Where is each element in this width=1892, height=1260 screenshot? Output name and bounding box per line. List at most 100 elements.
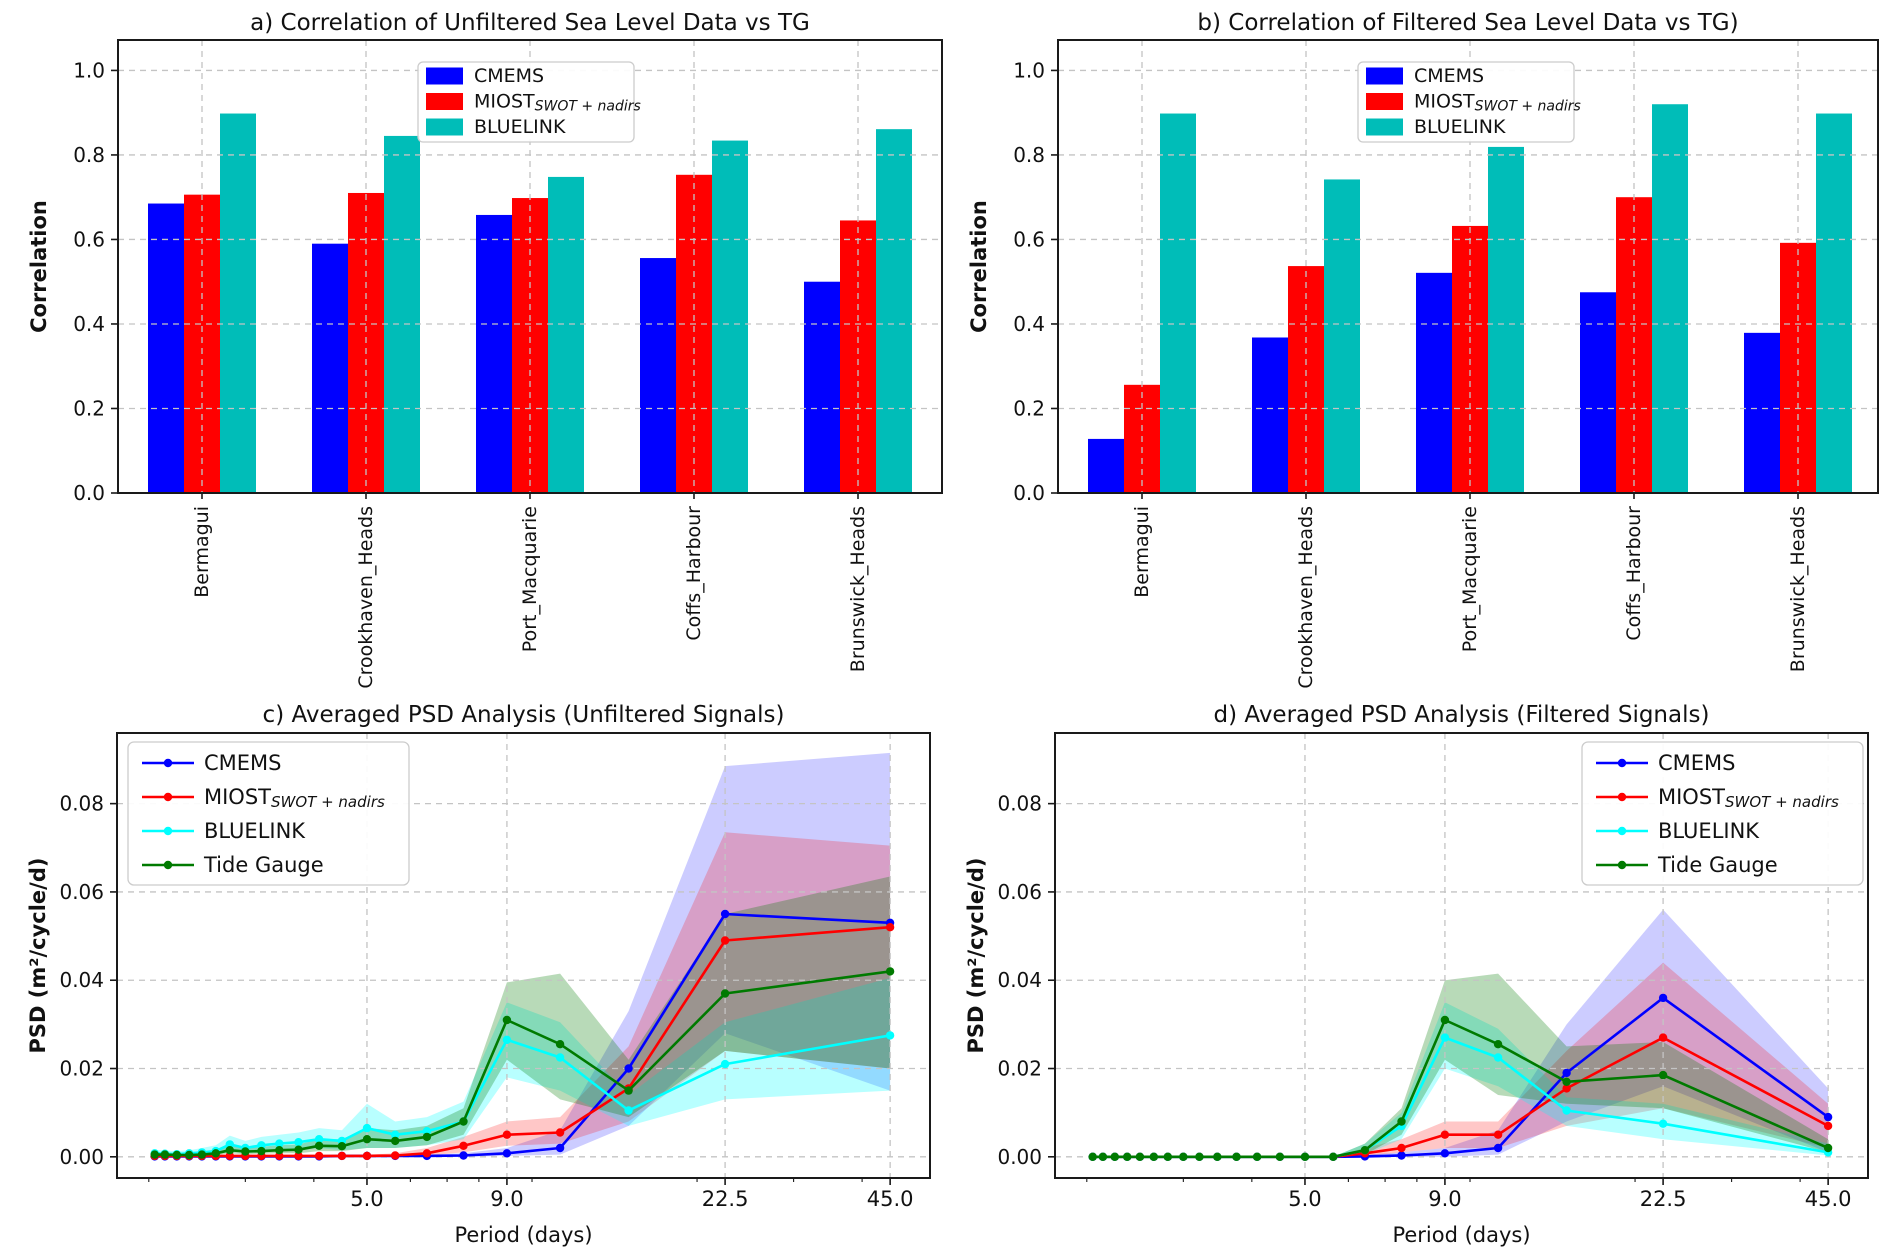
legend-marker-miost (1617, 792, 1627, 802)
legend: CMEMS MIOSTSWOT + nadirs BLUELINK Tide Gaug… (1581, 741, 1864, 886)
chart-b: b) Correlation of Filtered Sea Level Dat… (967, 10, 1879, 689)
marker-tide-gauge (1098, 1152, 1108, 1162)
marker-bluelink (275, 1139, 284, 1148)
marker-tide-gauge (294, 1145, 303, 1154)
legend-label-subscript: SWOT + nadirs (535, 99, 641, 115)
legend-label-bluelink: BLUELINK (204, 819, 306, 843)
bar-bluelink-crookhaven-heads (1324, 179, 1360, 493)
legend-item-cmems: CMEMS (426, 65, 544, 87)
legend-label-main: Tide Gauge (203, 853, 324, 877)
y-tick-label: 0.04 (997, 968, 1042, 992)
marker-tide-gauge (241, 1147, 250, 1156)
chart-d: d) Averaged PSD Analysis (Filtered Signa… (964, 702, 1869, 1247)
bar-cmems-brunswick-heads (1744, 332, 1780, 493)
y-axis-label: Correlation (27, 200, 51, 333)
bar-bluelink-port-macquarie (548, 176, 584, 493)
y-axis-label: PSD (m²/cycle/d) (26, 858, 50, 1054)
chart-c: c) Averaged PSD Analysis (Unfiltered Sig… (26, 702, 931, 1247)
legend-label-main: Tide Gauge (1657, 853, 1778, 877)
line-tide-gauge (1092, 1018, 1829, 1159)
bar-miost-bermagui (184, 194, 220, 494)
ticks (1048, 802, 1829, 1185)
legend-item-bluelink: BLUELINK (426, 116, 566, 138)
legend-label-bluelink: BLUELINK (1414, 116, 1506, 138)
legend-label-main: MIOST (204, 785, 271, 809)
marker-bluelink (225, 1140, 234, 1149)
bar-cmems-port-macquarie (476, 214, 512, 493)
legend-label-subscript: SWOT + nadirs (1725, 793, 1839, 811)
marker-tide-gauge (1823, 1143, 1833, 1153)
bar-bluelink-bermagui (1160, 113, 1196, 493)
chart-title-b: b) Correlation of Filtered Sea Level Dat… (1197, 10, 1738, 36)
marker-bluelink (624, 1106, 633, 1115)
band-cmems (154, 752, 891, 1157)
y-axis-label: PSD (m²/cycle/d) (964, 858, 988, 1054)
x-tick-label: 9.0 (1428, 1187, 1461, 1211)
y-tick-label: 0.6 (73, 227, 105, 251)
band-tide-gauge (154, 876, 891, 1156)
marker-tide-gauge (1163, 1152, 1173, 1162)
bar-miost-brunswick-heads (1780, 242, 1816, 493)
x-tick-label: 22.5 (1640, 1187, 1687, 1211)
band-miost (154, 832, 891, 1157)
y-tick-label: 1.0 (1013, 58, 1045, 82)
bar-bluelink-coffs-harbour (712, 140, 748, 493)
marker-tide-gauge (1562, 1077, 1571, 1087)
marker-miost (362, 1151, 372, 1161)
bar-cmems-bermagui (148, 203, 184, 493)
legend-swatch-cmems (1366, 67, 1403, 85)
x-axis-label: Period (days) (454, 1223, 592, 1247)
legend-label-main: BLUELINK (204, 819, 306, 843)
marker-tide-gauge (624, 1086, 633, 1095)
marker-bluelink (1658, 1119, 1668, 1128)
bar-cmems-brunswick-heads (804, 281, 840, 493)
marker-tide-gauge (211, 1149, 220, 1158)
legend-label-miost: MIOSTSWOT + nadirs (204, 785, 385, 811)
marker-miost (720, 936, 730, 945)
legend-item-miost: MIOSTSWOT + nadirs (1596, 785, 1839, 811)
bar-miost-coffs-harbour (676, 174, 712, 493)
x-tick-label-bermagui: Bermagui (1131, 506, 1153, 598)
legend-item-bluelink: BLUELINK (1366, 116, 1506, 138)
marker-tide-gauge (1232, 1152, 1241, 1162)
marker-miost (459, 1141, 468, 1151)
marker-tide-gauge (160, 1150, 170, 1159)
marker-miost (337, 1151, 347, 1161)
marker-bluelink (885, 1031, 895, 1040)
marker-tide-gauge (362, 1135, 372, 1144)
band-cmems (1092, 909, 1829, 1157)
bar-series-bluelink (220, 113, 912, 493)
legend-item-cmems: CMEMS (142, 751, 282, 775)
legend-label-subscript: SWOT + nadirs (271, 793, 385, 811)
legend-label-cmems: CMEMS (1658, 751, 1736, 775)
axes-frame (116, 732, 931, 1179)
marker-miost (1493, 1130, 1503, 1139)
legend-marker-tide-gauge (163, 860, 173, 870)
y-tick-label: 0.08 (59, 792, 104, 816)
y-axis-label: Correlation (967, 200, 991, 333)
legend-label-miost: MIOSTSWOT + nadirs (1414, 91, 1581, 115)
y-tick-label: 0.02 (997, 1057, 1042, 1081)
marker-tide-gauge (1360, 1146, 1370, 1155)
marker-tide-gauge (1397, 1117, 1406, 1126)
marker-miost (502, 1130, 512, 1139)
legend-label-subscript: SWOT + nadirs (1475, 99, 1581, 115)
marker-tide-gauge (197, 1150, 207, 1159)
legend-label-tide-gauge: Tide Gauge (1657, 853, 1778, 877)
x-tick-label-coffs-harbour: Coffs_Harbour (683, 506, 705, 641)
marker-bluelink (294, 1138, 303, 1147)
marker-tide-gauge (1179, 1152, 1188, 1162)
legend-marker-cmems (1617, 758, 1627, 768)
y-tick-label: 0.8 (73, 143, 105, 167)
legend-marker-bluelink (163, 826, 173, 836)
marker-tide-gauge (1300, 1152, 1310, 1162)
bar-series-cmems (148, 203, 840, 493)
marker-tide-gauge (150, 1150, 159, 1159)
legend-item-miost: MIOSTSWOT + nadirs (426, 91, 641, 115)
marker-bluelink (257, 1141, 266, 1150)
marker-tide-gauge (555, 1040, 565, 1049)
bar-bluelink-crookhaven-heads (384, 135, 420, 493)
marker-tide-gauge (885, 967, 895, 976)
legend-swatch-miost (1366, 93, 1403, 110)
